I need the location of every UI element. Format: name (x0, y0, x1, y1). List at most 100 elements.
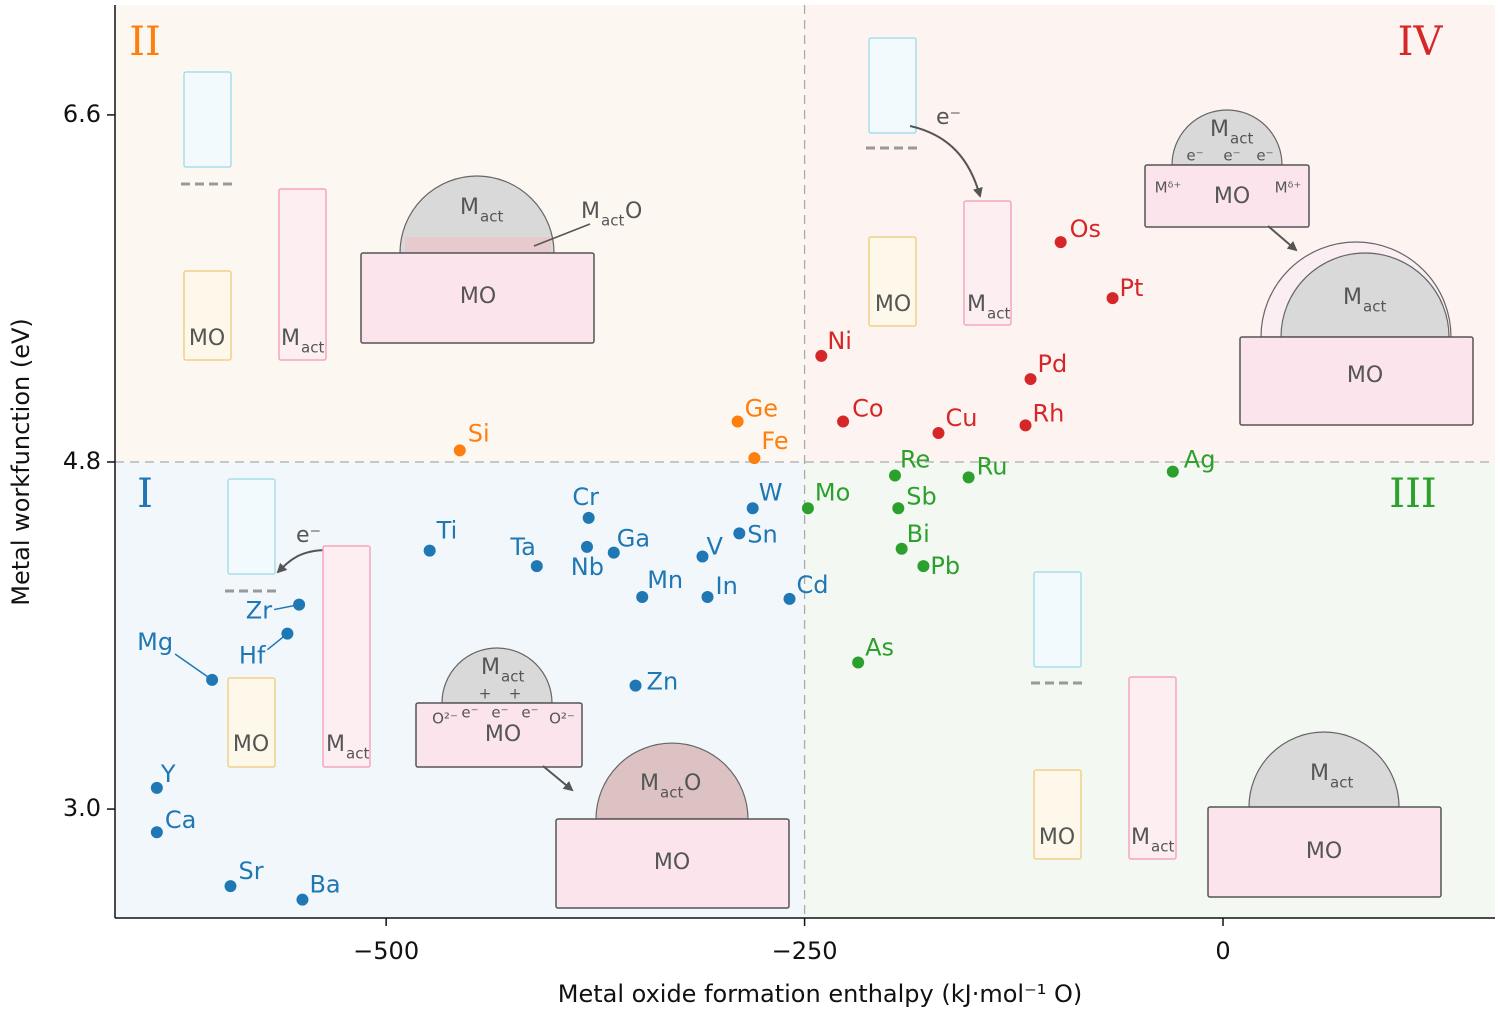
schematic-box (227, 677, 276, 768)
point-label: Pb (930, 552, 960, 580)
data-point (962, 471, 975, 484)
data-point (1106, 292, 1119, 305)
point-label: Ta (509, 533, 535, 561)
quadrant-label: I (137, 471, 153, 517)
data-point (150, 781, 163, 794)
schematic-label: MO (485, 722, 521, 747)
data-point (453, 444, 466, 457)
schematic-label: M (1131, 825, 1150, 850)
particle (595, 742, 749, 820)
data-point (731, 415, 744, 428)
data-point (580, 540, 593, 553)
schematic-label: act (1230, 130, 1253, 148)
schematic-label: O²⁻ (432, 710, 458, 728)
data-point (815, 349, 828, 362)
arrow (1267, 225, 1298, 252)
schematic-label: M (1210, 117, 1229, 142)
schematic-label: act (1151, 838, 1174, 856)
schematic-label: M (967, 292, 986, 317)
point-label: Pd (1038, 350, 1068, 378)
x-tick-label: −500 (353, 937, 419, 965)
schematic-box (1033, 571, 1082, 668)
y-axis-label: Metal workfunction (eV) (7, 318, 35, 606)
data-point (888, 469, 901, 482)
schematic-label: MO (1347, 363, 1383, 388)
schematic-label: act (501, 668, 524, 686)
data-point (801, 502, 814, 515)
schematic-label: M (281, 326, 300, 351)
data-point (696, 550, 709, 563)
quadrant-label: II (129, 19, 161, 65)
data-point (783, 592, 796, 605)
schematic-label: MO (1214, 184, 1250, 209)
schematic-label: O (684, 771, 701, 796)
data-point (281, 627, 294, 640)
schematic-label: e⁻ (1256, 147, 1273, 165)
schematic-box (1128, 676, 1177, 860)
point-label: Ge (745, 394, 778, 422)
point-label: Cd (797, 571, 829, 599)
data-point (733, 527, 746, 540)
data-point (423, 544, 436, 557)
point-label: Ca (165, 806, 196, 834)
schematic-box (868, 236, 917, 327)
point-label: Rh (1033, 399, 1065, 427)
point-label: Ru (977, 452, 1008, 480)
point-label: Sr (238, 857, 263, 885)
particle (399, 175, 555, 254)
data-point (296, 893, 309, 906)
point-label: As (865, 634, 894, 662)
point-label: W (759, 478, 783, 506)
schematic-label: M (1343, 285, 1362, 310)
schematic-label: act (1330, 774, 1353, 792)
point-label: Ba (309, 871, 340, 899)
schematic-box (227, 478, 276, 575)
schematic-label: e⁻ (296, 523, 321, 548)
particle (441, 647, 553, 704)
schematic-label: MO (654, 850, 690, 875)
schematic-label: act (660, 784, 683, 802)
x-tick-label: −250 (772, 937, 838, 965)
pointer (533, 223, 591, 247)
schematic-box (1239, 336, 1474, 426)
data-point (1166, 465, 1179, 478)
schematic-label: act (1363, 298, 1386, 316)
schematic-label: e⁻ (491, 704, 508, 722)
data-point (837, 415, 850, 428)
schematic-label: + (479, 685, 492, 703)
schematic-label: MO (460, 284, 496, 309)
schematic-box (963, 200, 1012, 326)
schematic-label: e⁻ (1186, 147, 1203, 165)
data-point (895, 542, 908, 555)
point-label: In (716, 572, 738, 600)
schematic-box (1207, 806, 1442, 898)
point-label: Mo (815, 478, 850, 506)
point-label: Os (1070, 215, 1101, 243)
schematic-label: e⁻ (461, 704, 478, 722)
data-point (892, 502, 905, 515)
point-label: Ga (617, 525, 650, 553)
schematic-label: M (460, 195, 479, 220)
schematic-label: e⁻ (1223, 147, 1240, 165)
particle (1248, 731, 1400, 808)
schematic-label: O (625, 199, 642, 224)
schematic-label: act (987, 305, 1010, 323)
point-label: Mn (647, 566, 683, 594)
data-point (748, 452, 761, 465)
particle (1280, 252, 1450, 338)
schematic-label: act (601, 212, 624, 230)
arrow (909, 125, 983, 198)
point-label: Sb (906, 482, 936, 510)
schematic-label: act (301, 339, 324, 357)
data-point (224, 880, 237, 893)
x-axis-label: Metal oxide formation enthalpy (kJ·mol⁻¹… (558, 980, 1083, 1008)
quadrant-label: III (1389, 471, 1436, 517)
schematic-box (183, 270, 232, 361)
schematic-label: MO (1039, 825, 1075, 850)
data-point (206, 673, 219, 686)
schematic-box (1033, 769, 1082, 860)
data-point (1024, 373, 1037, 386)
schematic-label: act (346, 745, 369, 763)
point-label: Ag (1184, 446, 1216, 474)
